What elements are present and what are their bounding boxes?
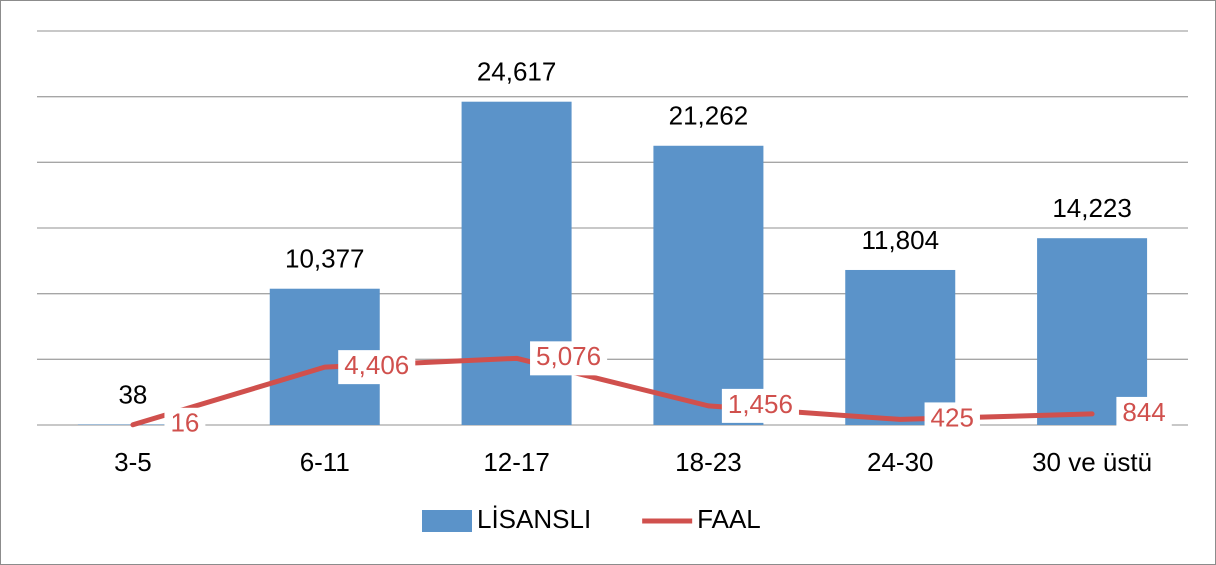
line-value-label-bg xyxy=(338,350,416,385)
x-tick-label: 6-11 xyxy=(300,447,350,477)
bar xyxy=(1037,238,1148,425)
line-value-label-bg xyxy=(721,388,799,423)
x-tick-label: 12-17 xyxy=(483,447,550,477)
line-value-label: 425 xyxy=(931,402,974,432)
legend-label: FAAL xyxy=(697,504,761,534)
line-value-label: 5,076 xyxy=(536,341,601,371)
bar-value-label: 11,804 xyxy=(861,225,939,255)
bar-value-label: 38 xyxy=(118,379,147,409)
line-value-label-bg xyxy=(164,407,206,442)
line-value-label: 4,406 xyxy=(344,350,409,380)
line-value-label: 16 xyxy=(170,408,199,438)
bar-value-label: 14,223 xyxy=(1052,193,1132,223)
bar xyxy=(845,269,956,425)
x-tick-label: 3-5 xyxy=(114,447,152,477)
bar xyxy=(461,101,572,426)
line-value-label-bg xyxy=(924,402,980,437)
bar-value-label: 24,617 xyxy=(477,57,557,87)
x-tick-label: 30 ve üstü xyxy=(1032,447,1152,477)
legend-swatch xyxy=(422,510,472,532)
bar-value-label: 21,262 xyxy=(669,101,749,131)
bar-value-label: 10,377 xyxy=(285,244,365,274)
line-value-label-bg xyxy=(1116,396,1172,431)
legend-label: LİSANSLI xyxy=(477,504,591,534)
line-value-label: 1,456 xyxy=(728,389,793,419)
x-tick-label: 24-30 xyxy=(867,447,934,477)
line-value-label: 844 xyxy=(1122,397,1165,427)
bar xyxy=(653,145,764,425)
line-value-label-bg xyxy=(530,341,608,376)
x-tick-label: 18-23 xyxy=(675,447,742,477)
